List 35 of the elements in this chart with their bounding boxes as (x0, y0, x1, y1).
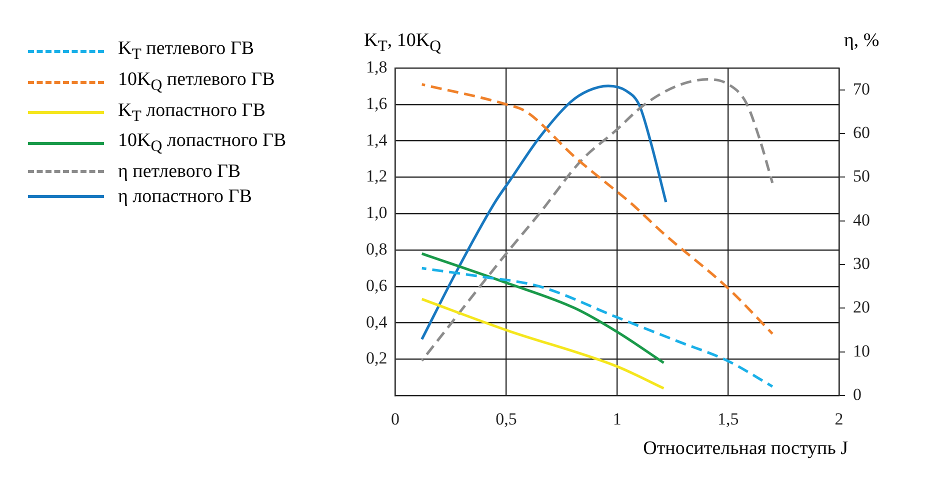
y-tick-label: 1,4 (366, 130, 388, 150)
y2-tick-label: 40 (853, 210, 870, 230)
legend-label: 10K$_{Q}$ лопастного ГВ (118, 129, 286, 158)
line-series (420, 266, 774, 388)
y-tick-label: 0,2 (366, 348, 388, 368)
legend-label: η лопастного ГВ (118, 185, 252, 210)
y2-tick-label: 60 (853, 122, 870, 142)
y2-tick-label: 50 (853, 166, 870, 186)
y2-tick-label: 0 (853, 385, 862, 404)
legend-label: η петлевого ГВ (118, 160, 241, 184)
x-tick-label: 1 (612, 409, 622, 428)
y-tick-label: 0,6 (366, 276, 388, 295)
x-tick-label: 0 (391, 409, 400, 428)
x-axis-title: Относительная поступь J (642, 438, 848, 460)
line-series (420, 84, 668, 341)
x-tick-label: 2 (834, 409, 844, 428)
line-series (420, 298, 666, 390)
x-tick-label: 1,5 (717, 409, 739, 428)
y-tick-label: 1,0 (366, 203, 388, 222)
y-tick-label: 0,8 (366, 239, 388, 258)
y2-axis-title: η, % (844, 30, 880, 52)
y-axis-title: K$_{T}$, 10K$_{Q}$ (364, 30, 442, 56)
y2-tick-label: 10 (853, 341, 870, 360)
y2-tick-label: 20 (853, 298, 870, 317)
y2-tick-label: 70 (853, 79, 870, 98)
y-tick-label: 1,6 (366, 94, 388, 113)
legend-label: K$_{T}$ лопастного ГВ (118, 98, 266, 126)
y-tick-label: 1,2 (366, 166, 388, 186)
line-series (420, 252, 666, 364)
x-tick-label: 0,5 (496, 409, 517, 428)
y2-tick-label: 30 (853, 254, 870, 274)
legend-label: 10K$_{Q}$ петлевого ГВ (118, 68, 275, 96)
legend-label: K$_{T}$ петлевого ГВ (118, 37, 254, 65)
y-tick-label: 0,4 (366, 312, 388, 332)
y-tick-label: 1,8 (366, 57, 388, 76)
